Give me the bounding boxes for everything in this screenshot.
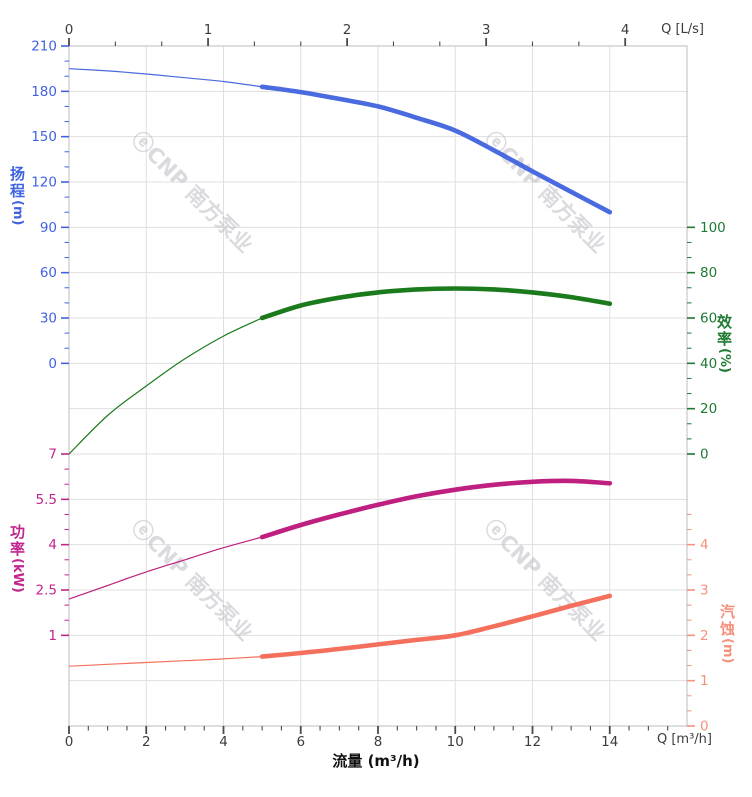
tick-label: 0 [700,447,709,463]
npsh-axis-title-text: 汽蚀 [718,604,736,638]
tick-label: 90 [40,220,57,236]
tick-label: 210 [31,39,57,55]
npsh-axis-unit: (m) [720,638,735,664]
tick-label: 30 [40,311,57,327]
tick-label: 4 [621,22,630,38]
gridlines [69,46,687,726]
npsh-curve [68,593,613,667]
tick-labels: 0 1 2 3 40 2 4 6 8 10 12 14210180150120906030075.54… [31,22,726,750]
tick-label: 60 [40,265,57,281]
axis-ticks [61,38,695,734]
tick-label: 0 [65,734,74,750]
head-curve-thick [259,84,613,215]
tick-label: 80 [700,265,717,281]
tick-label: 6 [296,734,305,750]
bottom-axis-unit-label: Q [m³/h] [656,732,712,747]
power-axis-title: 功率(kW) [8,524,26,593]
tick-label: 4 [700,537,709,553]
tick-label: 0 [48,356,57,372]
efficiency-axis-unit: (%) [717,348,732,373]
tick-label: 4 [48,537,57,553]
npsh-curve-thick [259,593,613,659]
tick-label: 14 [601,734,618,750]
npsh-curve-thin [68,656,263,667]
tick-label: 0 [700,719,709,735]
efficiency-curve-thick [259,286,613,321]
tick-label: 10 [447,734,464,750]
power-axis-unit: (kW) [10,558,25,593]
tick-label: 2 [343,22,352,38]
tick-label: 7 [48,447,57,463]
tick-label: 150 [31,129,57,145]
head-axis-title-text: 扬程 [8,166,26,200]
efficiency-axis-title: 效率(%) [715,314,733,373]
tick-label: 3 [700,583,709,599]
tick-label: 3 [482,22,491,38]
tick-label: 1 [204,22,213,38]
tick-label: 180 [31,84,57,100]
efficiency-axis-title-text: 效率 [715,314,733,348]
head-curve-thin [68,68,263,88]
tick-label: 100 [700,220,726,236]
power-curve [68,478,613,600]
head-curve [68,68,613,215]
brand-watermark: ⓔCNP 南方泵业 [480,127,611,258]
power-axis-title-text: 功率 [8,524,26,558]
tick-label: 40 [700,356,717,372]
top-axis-unit-label: Q [L/s] [661,22,704,37]
power-curve-thick [259,478,613,540]
tick-label: 4 [219,734,228,750]
tick-label: 12 [524,734,541,750]
tick-label: 2.5 [36,583,57,599]
tick-label: 20 [700,401,717,417]
curves [68,68,613,667]
tick-label: 8 [374,734,383,750]
tick-label: 0 [65,22,74,38]
efficiency-curve [68,286,613,455]
tick-label: 1 [700,673,709,689]
tick-label: 60 [700,311,717,327]
head-axis-title: 扬程(m) [8,166,26,226]
npsh-axis-title: 汽蚀(m) [718,604,736,664]
head-axis-unit: (m) [10,200,25,226]
tick-label: 2 [700,628,709,644]
tick-label: 1 [48,628,57,644]
power-curve-thin [68,536,263,600]
efficiency-curve-thin [68,317,263,455]
tick-label: 2 [142,734,151,750]
tick-label: 120 [31,175,57,191]
x-axis-title: 流量 (m³/h) [332,752,420,770]
tick-label: 5.5 [36,492,57,508]
